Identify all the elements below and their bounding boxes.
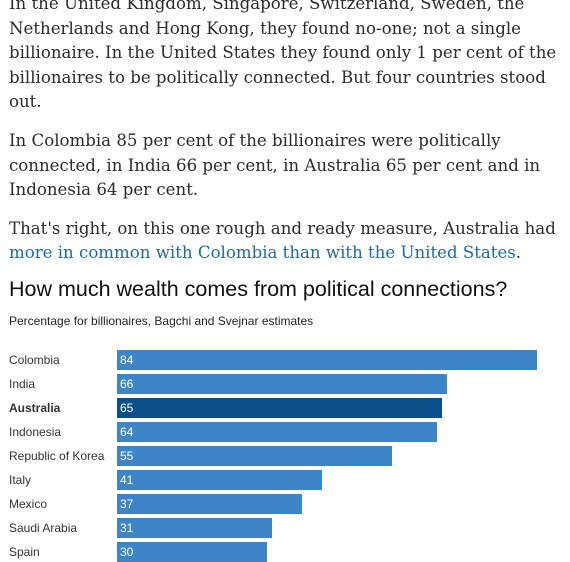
category-label: Spain	[9, 545, 40, 559]
bar	[117, 398, 442, 418]
chart-subtitle: Percentage for billionaires, Bagchi and …	[9, 314, 314, 328]
bar	[117, 374, 447, 394]
colombia-comparison-link[interactable]: more in common with Colombia than with t…	[9, 243, 516, 263]
category-label: Saudi Arabia	[9, 521, 77, 535]
bar	[117, 422, 437, 442]
category-label: Mexico	[9, 497, 47, 511]
bar	[117, 470, 322, 490]
category-label: Australia	[9, 401, 61, 415]
data-label: 41	[120, 473, 134, 487]
data-label: 64	[120, 425, 134, 439]
category-label: Italy	[9, 473, 31, 487]
bar	[117, 446, 392, 466]
category-label: Indonesia	[9, 425, 61, 439]
article-text: .	[515, 243, 522, 263]
category-label: India	[9, 377, 35, 391]
data-label: 55	[120, 449, 134, 463]
bar	[117, 518, 272, 538]
data-label: 66	[120, 377, 134, 391]
data-label: 30	[120, 545, 134, 559]
article-paragraph: That's right, on this one rough and read…	[9, 217, 565, 266]
data-label: 84	[120, 353, 134, 367]
bar	[117, 350, 537, 370]
data-label: 65	[120, 401, 134, 415]
bar-chart: Colombia 84 India 66 Australia 65 Indonesia 64 R…	[9, 350, 537, 562]
article-paragraph: In Colombia 85 per cent of the billionai…	[9, 130, 541, 200]
bar	[117, 494, 302, 514]
category-label: Colombia	[9, 353, 60, 367]
bar	[117, 542, 267, 562]
article-body: In the United Kingdom, Singapore, Switze…	[9, 0, 565, 280]
data-label: 31	[120, 521, 134, 535]
chart-title: How much wealth comes from political con…	[9, 277, 508, 301]
article-paragraph: In the United Kingdom, Singapore, Switze…	[9, 0, 557, 112]
category-label: Republic of Korea	[9, 449, 105, 463]
data-label: 37	[120, 497, 134, 511]
article-text: That's right, on this one rough and read…	[9, 218, 556, 238]
